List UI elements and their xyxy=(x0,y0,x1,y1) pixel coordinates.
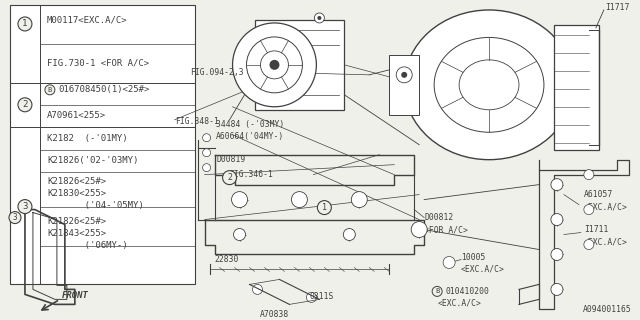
Circle shape xyxy=(260,51,289,79)
Text: B: B xyxy=(48,87,52,93)
Circle shape xyxy=(18,17,32,31)
Circle shape xyxy=(443,256,455,268)
Text: 22830: 22830 xyxy=(214,255,239,264)
Text: <FOR A/C>: <FOR A/C> xyxy=(424,225,468,234)
Circle shape xyxy=(314,13,324,23)
Text: K21826<25#>: K21826<25#> xyxy=(47,217,106,226)
Text: A70961<255>: A70961<255> xyxy=(47,111,106,120)
Circle shape xyxy=(584,204,594,215)
Text: I1711: I1711 xyxy=(584,225,608,234)
Circle shape xyxy=(18,200,32,213)
Circle shape xyxy=(253,284,262,294)
Circle shape xyxy=(232,192,248,208)
Text: D00819: D00819 xyxy=(216,155,246,164)
Text: <EXC.A/C>: <EXC.A/C> xyxy=(584,202,628,211)
Text: 1: 1 xyxy=(322,203,327,212)
Text: 1: 1 xyxy=(22,20,28,28)
Circle shape xyxy=(584,239,594,250)
Text: FIG.094-2,3: FIG.094-2,3 xyxy=(189,68,243,77)
Circle shape xyxy=(203,149,211,157)
Ellipse shape xyxy=(434,37,544,132)
Text: 34484 (-'03MY): 34484 (-'03MY) xyxy=(216,120,284,129)
Text: K21843<255>: K21843<255> xyxy=(47,229,106,238)
Circle shape xyxy=(396,67,412,83)
Text: 3: 3 xyxy=(22,202,28,211)
Text: 2: 2 xyxy=(227,173,232,182)
Circle shape xyxy=(551,284,563,295)
Circle shape xyxy=(317,201,332,215)
Circle shape xyxy=(203,134,211,142)
Text: A61057: A61057 xyxy=(584,190,613,199)
Text: A094001165: A094001165 xyxy=(583,305,632,314)
Text: K2182  (-'01MY): K2182 (-'01MY) xyxy=(47,134,127,143)
Circle shape xyxy=(351,192,367,208)
Circle shape xyxy=(551,179,563,191)
Text: FIG.346-1: FIG.346-1 xyxy=(230,170,273,179)
Circle shape xyxy=(232,23,316,107)
Circle shape xyxy=(401,72,407,78)
Circle shape xyxy=(584,170,594,180)
Circle shape xyxy=(246,37,303,93)
Text: A70838: A70838 xyxy=(259,310,289,319)
Text: M00117<EXC.A/C>: M00117<EXC.A/C> xyxy=(47,15,127,24)
Text: 016708450(1)<25#>: 016708450(1)<25#> xyxy=(58,85,149,94)
Ellipse shape xyxy=(404,10,574,160)
Circle shape xyxy=(551,249,563,260)
Circle shape xyxy=(291,192,307,208)
Text: FIG.348-1: FIG.348-1 xyxy=(175,117,218,126)
Text: 010410200: 010410200 xyxy=(445,287,489,296)
Text: B: B xyxy=(435,288,439,294)
Text: K21830<255>: K21830<255> xyxy=(47,189,106,198)
Text: 0311S: 0311S xyxy=(309,292,334,301)
Text: A60664('04MY-): A60664('04MY-) xyxy=(216,132,284,141)
Text: <EXC.A/C>: <EXC.A/C> xyxy=(461,265,505,274)
Text: K21826<25#>: K21826<25#> xyxy=(47,177,106,186)
Text: D00812: D00812 xyxy=(424,213,453,222)
Text: I1717: I1717 xyxy=(605,4,629,12)
Bar xyxy=(554,25,599,150)
Circle shape xyxy=(234,228,246,241)
Text: K21826('02-'03MY): K21826('02-'03MY) xyxy=(47,156,138,165)
Circle shape xyxy=(411,221,427,237)
Text: ('04-'05MY): ('04-'05MY) xyxy=(47,201,143,210)
Text: ('06MY-): ('06MY-) xyxy=(47,241,127,250)
Ellipse shape xyxy=(459,60,519,110)
Circle shape xyxy=(269,60,280,70)
Bar xyxy=(255,20,344,110)
Text: 2: 2 xyxy=(22,100,28,109)
Circle shape xyxy=(317,16,321,20)
Text: FRONT: FRONT xyxy=(62,291,89,300)
Bar xyxy=(389,55,419,115)
Text: 3: 3 xyxy=(13,213,17,222)
Text: <EXC.A/C>: <EXC.A/C> xyxy=(584,237,628,246)
Circle shape xyxy=(203,164,211,172)
Circle shape xyxy=(18,98,32,112)
Bar xyxy=(10,5,195,284)
Circle shape xyxy=(551,213,563,226)
Text: FIG.730-1 <FOR A/C>: FIG.730-1 <FOR A/C> xyxy=(47,58,149,68)
Circle shape xyxy=(432,286,442,296)
Circle shape xyxy=(307,292,316,302)
Circle shape xyxy=(343,228,355,241)
Circle shape xyxy=(223,171,237,185)
Circle shape xyxy=(9,212,21,224)
Text: <EXC.A/C>: <EXC.A/C> xyxy=(437,299,481,308)
Circle shape xyxy=(45,85,55,95)
Text: 10005: 10005 xyxy=(461,253,486,262)
